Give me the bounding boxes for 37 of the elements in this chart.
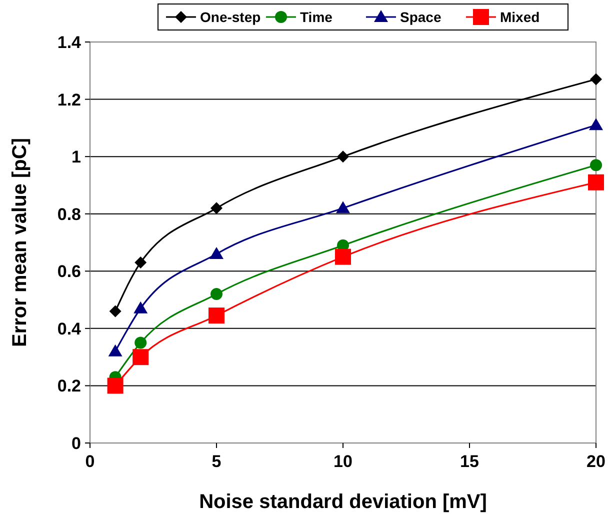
point bbox=[108, 344, 122, 356]
point bbox=[588, 174, 604, 190]
point bbox=[134, 336, 147, 349]
y-tick-label: 0.8 bbox=[57, 204, 81, 224]
point bbox=[134, 256, 147, 269]
point bbox=[107, 378, 124, 394]
point bbox=[336, 201, 350, 214]
y-tick-label: 1.4 bbox=[57, 33, 82, 52]
x-tick-label: 5 bbox=[212, 452, 222, 471]
point bbox=[210, 246, 224, 259]
legend-label: Time bbox=[300, 9, 333, 25]
y-axis-title: Error mean value [pC] bbox=[9, 138, 31, 347]
legend-label: One-step bbox=[200, 9, 261, 25]
x-tick-label: 15 bbox=[460, 452, 479, 471]
y-tick-label: 0.2 bbox=[57, 376, 81, 396]
x-tick-label: 20 bbox=[586, 452, 606, 471]
legend-label: Space bbox=[400, 9, 442, 25]
x-tick-label: 0 bbox=[85, 452, 95, 471]
point bbox=[590, 73, 602, 86]
y-tick-label: 0 bbox=[72, 434, 81, 453]
point bbox=[335, 248, 351, 265]
legend-label: Mixed bbox=[500, 9, 540, 25]
point bbox=[210, 202, 222, 214]
x-tick-label: 10 bbox=[334, 452, 352, 471]
y-tick-label: 1 bbox=[72, 148, 81, 167]
point bbox=[337, 150, 349, 163]
y-tick-label: 0.4 bbox=[57, 319, 82, 338]
y-tick-label: 1.2 bbox=[57, 90, 81, 110]
point bbox=[208, 308, 224, 324]
point bbox=[132, 349, 149, 366]
x-axis-title: Noise standard deviation [mV] bbox=[199, 491, 487, 513]
point bbox=[590, 159, 602, 172]
point bbox=[109, 305, 122, 318]
y-tick-label: 0.6 bbox=[57, 262, 81, 282]
point bbox=[589, 118, 603, 130]
point bbox=[210, 288, 222, 300]
point bbox=[134, 301, 148, 314]
